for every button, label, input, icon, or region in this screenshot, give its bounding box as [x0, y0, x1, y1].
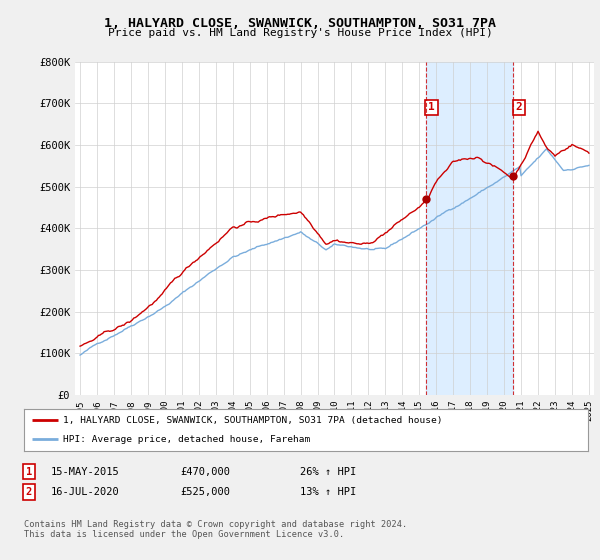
Text: 2: 2 — [26, 487, 32, 497]
Text: 2: 2 — [516, 102, 523, 113]
Text: 13% ↑ HPI: 13% ↑ HPI — [300, 487, 356, 497]
Text: HPI: Average price, detached house, Fareham: HPI: Average price, detached house, Fare… — [64, 435, 311, 444]
Text: 15-MAY-2015: 15-MAY-2015 — [51, 466, 120, 477]
Text: £525,000: £525,000 — [180, 487, 230, 497]
Text: Contains HM Land Registry data © Crown copyright and database right 2024.
This d: Contains HM Land Registry data © Crown c… — [24, 520, 407, 539]
Text: 1: 1 — [428, 102, 435, 113]
Text: 16-JUL-2020: 16-JUL-2020 — [51, 487, 120, 497]
Text: 1, HALYARD CLOSE, SWANWICK, SOUTHAMPTON, SO31 7PA: 1, HALYARD CLOSE, SWANWICK, SOUTHAMPTON,… — [104, 17, 496, 30]
Text: Price paid vs. HM Land Registry's House Price Index (HPI): Price paid vs. HM Land Registry's House … — [107, 28, 493, 38]
Text: 1, HALYARD CLOSE, SWANWICK, SOUTHAMPTON, SO31 7PA (detached house): 1, HALYARD CLOSE, SWANWICK, SOUTHAMPTON,… — [64, 416, 443, 424]
Text: 1: 1 — [26, 466, 32, 477]
Text: £470,000: £470,000 — [180, 466, 230, 477]
Text: 26% ↑ HPI: 26% ↑ HPI — [300, 466, 356, 477]
Bar — [425, 62, 513, 395]
